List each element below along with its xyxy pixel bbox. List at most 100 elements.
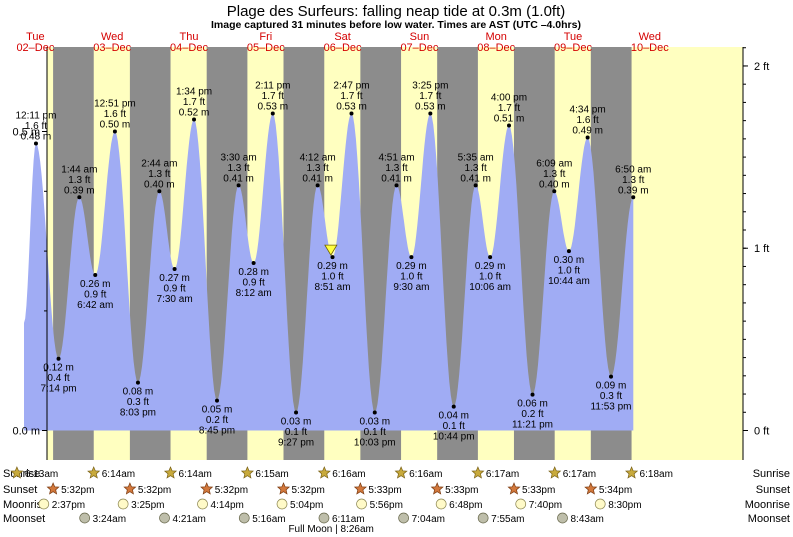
tide-label: 0.41 m [302, 173, 333, 184]
tide-label: 0.29 m [317, 261, 348, 272]
row-event-time: 3:25pm [131, 500, 164, 511]
tide-label: 6:42 am [77, 300, 113, 311]
day-date: 02–Dec [16, 42, 54, 54]
tide-label: 9:30 am [393, 282, 429, 293]
row-label-right: Moonrise [745, 499, 790, 511]
tide-label: 1.3 ft [148, 169, 170, 180]
tide-label: 1:44 am [61, 164, 97, 175]
row-event-time: 5:32pm [138, 485, 171, 496]
tide-label: 1.3 ft [307, 163, 329, 174]
row-label-right: Moonset [748, 513, 790, 525]
day-date: 04–Dec [170, 42, 208, 54]
sunrise-icon [10, 466, 24, 479]
y-tick-label-left: 0.5 m [12, 127, 40, 139]
row-event-time: 5:32pm [215, 485, 248, 496]
row-label-right: Sunrise [753, 468, 790, 480]
tide-label: 0.53 m [415, 102, 446, 113]
tide-point [507, 123, 511, 128]
tide-label: 0.3 ft [127, 397, 149, 408]
tide-label: 1.3 ft [227, 163, 249, 174]
day-name: Fri [259, 31, 272, 43]
day-name: Wed [639, 31, 661, 43]
tide-label: 2:44 am [141, 158, 177, 169]
row-event-time: 8:43am [571, 514, 604, 525]
tide-label: 12:51 pm [94, 99, 136, 110]
sunrise-icon [240, 466, 254, 479]
tide-label: 1.3 ft [385, 163, 407, 174]
sunset-icon [200, 482, 214, 495]
moonrise-icon [197, 498, 208, 510]
day-date: 03–Dec [93, 42, 131, 54]
tide-label: 0.41 m [460, 173, 491, 184]
tide-label: 7:30 am [157, 294, 193, 305]
tide-label: 1.6 ft [104, 109, 126, 120]
tide-label: 0.3 ft [600, 391, 622, 402]
moonset-icon [159, 512, 170, 524]
day-date: 10–Dec [631, 42, 669, 54]
tide-label: 0.41 m [381, 173, 412, 184]
tide-label: 0.39 m [618, 185, 649, 196]
sunset-icon [46, 482, 60, 495]
tide-point [172, 267, 177, 272]
tide-label: 0.53 m [257, 102, 288, 113]
row-event-time: 6:18am [640, 469, 673, 480]
day-date: 08–Dec [477, 42, 515, 54]
moonset-icon [398, 512, 409, 524]
daylight-band [631, 47, 743, 460]
tide-label: 1.3 ft [622, 175, 644, 186]
tide-label: 0.52 m [179, 108, 210, 119]
tide-label: 8:03 pm [120, 408, 156, 419]
tide-label: 0.49 m [572, 125, 603, 136]
tide-point [112, 129, 117, 134]
tide-point [566, 249, 571, 254]
tide-label: 0.39 m [64, 185, 95, 196]
tide-label: 9:27 pm [278, 438, 314, 449]
tide-water-area [24, 113, 634, 431]
tide-label: 0.27 m [159, 273, 190, 284]
tide-point [552, 189, 557, 194]
row-event-time: 8:30pm [608, 500, 641, 511]
row-event-time: 6:16am [332, 469, 365, 480]
tide-label: 0.28 m [238, 267, 269, 278]
tide-label: 1.0 ft [558, 266, 580, 277]
sunrise-icon [394, 466, 408, 479]
day-name: Sun [410, 31, 430, 43]
tide-point [409, 255, 414, 260]
tide-label: 0.29 m [475, 261, 506, 272]
tide-label: 10:44 am [548, 276, 590, 287]
tide-label: 0.03 m [359, 417, 390, 428]
tide-label: 6:50 am [615, 164, 651, 175]
tide-point [330, 255, 335, 260]
tide-label: 1.7 ft [183, 97, 205, 108]
row-event-time: 6:14am [102, 469, 135, 480]
moonrise-icon [435, 498, 447, 510]
day-name: Mon [485, 31, 506, 43]
tide-point [349, 111, 354, 116]
row-event-time: 6:48pm [449, 500, 482, 511]
tide-label: 0.30 m [554, 255, 585, 266]
tide-label: 1.0 ft [400, 272, 422, 283]
tide-label: 0.2 ft [206, 415, 228, 426]
tide-point [93, 273, 98, 278]
tide-label: 10:03 pm [354, 438, 396, 449]
tide-label: 1.3 ft [543, 169, 565, 180]
tide-label: 1.7 ft [340, 91, 362, 102]
row-event-time: 4:21am [173, 514, 206, 525]
tide-label: 0.03 m [281, 417, 312, 428]
row-label-left: Moonset [3, 513, 45, 525]
y-tick-label-right: 1 ft [754, 243, 769, 255]
sunrise-icon [471, 466, 485, 479]
tide-point [215, 398, 219, 403]
tide-label: 0.06 m [517, 399, 548, 410]
sunset-icon [584, 482, 598, 495]
tide-label: 3:25 pm [412, 81, 448, 92]
moonrise-icon [356, 498, 367, 510]
tide-label: 0.29 m [396, 261, 427, 272]
day-date: 07–Dec [400, 42, 438, 54]
tide-label: 0.08 m [123, 387, 154, 398]
chart-subtitle: Image captured 31 minutes before low wat… [211, 19, 581, 31]
row-event-time: 7:40pm [529, 500, 562, 511]
row-event-time: 5:32pm [291, 485, 324, 496]
